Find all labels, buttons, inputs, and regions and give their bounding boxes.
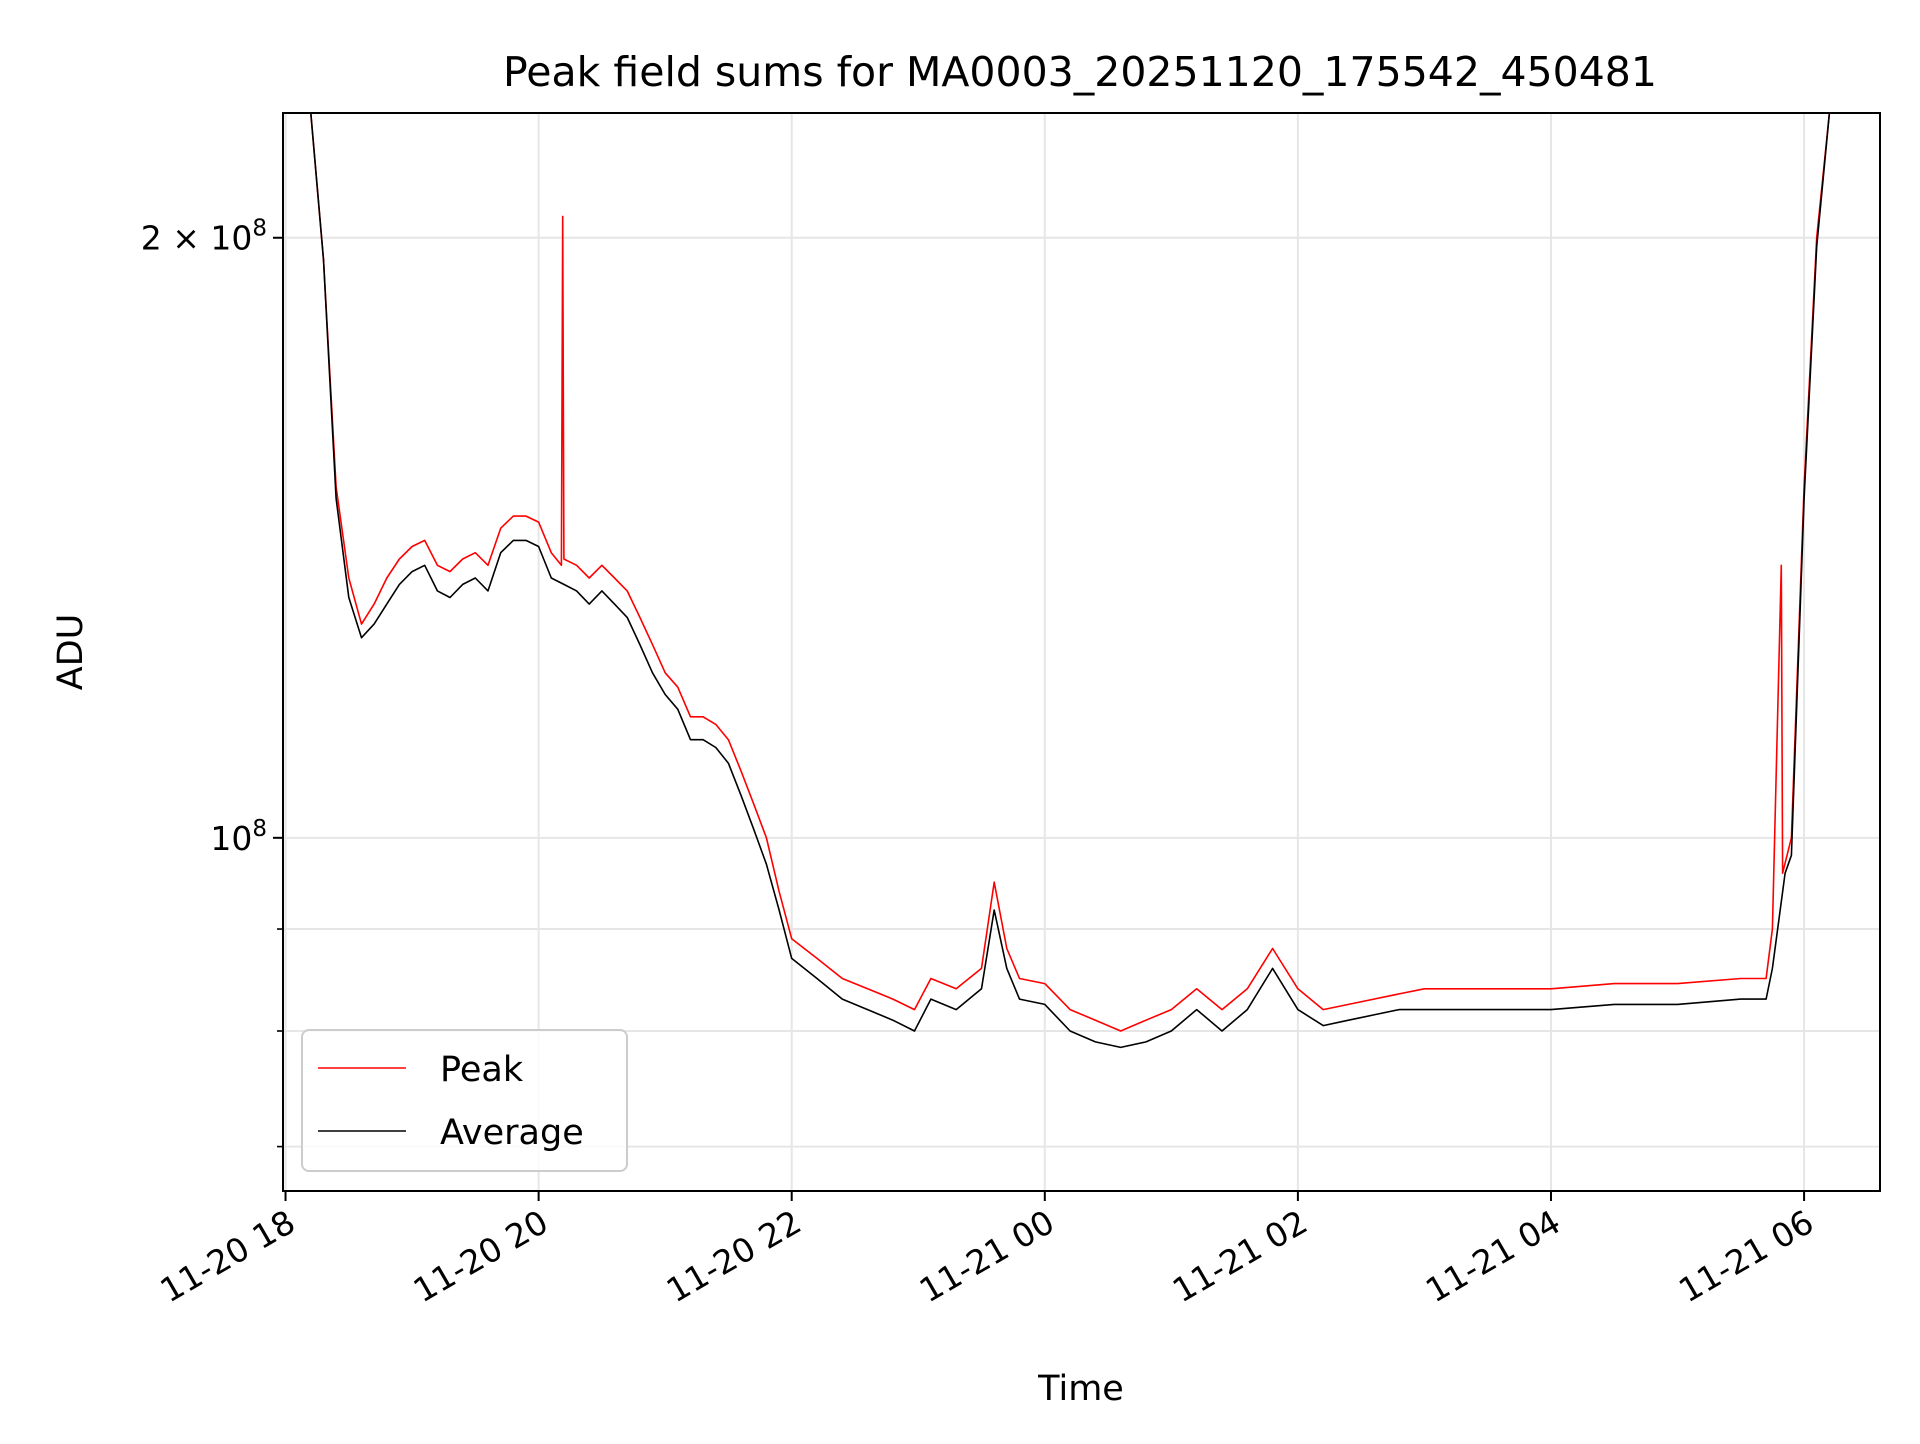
plot-frame: [282, 112, 1881, 1192]
y-tick-base: 10: [210, 219, 252, 258]
y-tick-mantissa: 2 ×: [141, 219, 211, 258]
legend: Peak Average: [301, 1029, 628, 1172]
series-line-peak: [283, 113, 1880, 1032]
y-tick-exponent: 8: [252, 816, 267, 842]
chart-title: Peak field sums for MA0003_20251120_1755…: [503, 48, 1657, 96]
y-tick-label: 2 × 108: [141, 216, 267, 258]
series-layer: [283, 113, 1880, 1049]
legend-box: [301, 1029, 628, 1172]
y-tick-base: 10: [210, 819, 252, 858]
y-axis-label: ADU: [51, 614, 91, 691]
x-axis-label: Time: [1037, 1369, 1124, 1409]
legend-label-average: Average: [440, 1113, 584, 1153]
y-tick-exponent: 8: [252, 216, 267, 242]
grid: [283, 113, 1880, 1191]
y-tick-label: 108: [210, 816, 267, 858]
legend-label-peak: Peak: [440, 1050, 524, 1090]
series-line-average: [283, 113, 1880, 1049]
